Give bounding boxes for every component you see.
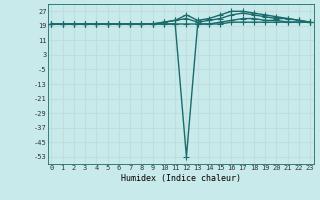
X-axis label: Humidex (Indice chaleur): Humidex (Indice chaleur) (121, 174, 241, 183)
